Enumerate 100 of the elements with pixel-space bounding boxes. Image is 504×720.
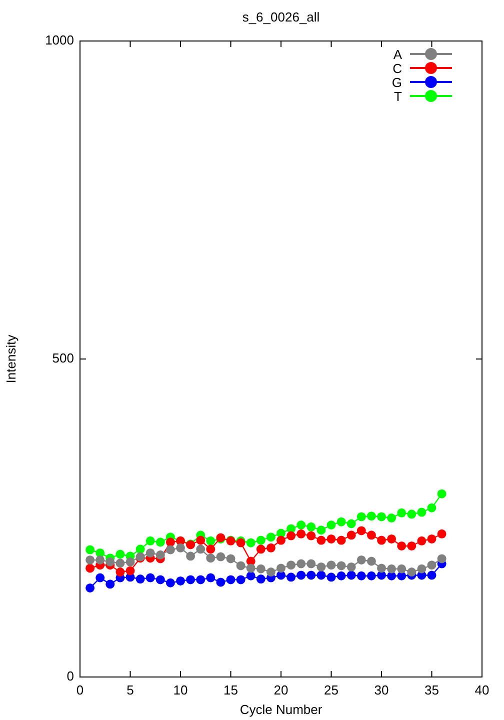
point (126, 557, 135, 566)
point (296, 559, 306, 568)
point (366, 512, 376, 521)
x-axis-title: Cycle Number (240, 702, 323, 717)
point (356, 555, 366, 564)
point (206, 554, 216, 563)
point (186, 575, 196, 584)
point (407, 510, 416, 519)
point (356, 526, 366, 536)
point (437, 554, 446, 564)
point (226, 554, 236, 564)
point (246, 538, 256, 548)
point (296, 520, 306, 530)
point (246, 571, 256, 580)
point (387, 564, 396, 574)
point (176, 576, 185, 586)
point (316, 526, 326, 535)
point (286, 572, 296, 582)
point (256, 544, 266, 554)
point (86, 545, 95, 554)
point (356, 512, 366, 522)
point (427, 534, 436, 544)
point (366, 556, 376, 566)
point (306, 531, 316, 540)
point (397, 508, 406, 518)
point (166, 578, 175, 588)
point (346, 519, 356, 528)
point (336, 517, 346, 526)
point (276, 564, 286, 573)
point (156, 538, 165, 547)
point (256, 564, 266, 574)
y-axis-title: Intensity (3, 334, 18, 384)
legend-label: A (393, 46, 402, 62)
point (296, 570, 306, 580)
point (377, 536, 386, 545)
point (326, 560, 336, 570)
point (256, 536, 266, 545)
point (387, 514, 396, 522)
point (286, 531, 296, 540)
point (136, 544, 145, 554)
point (116, 568, 125, 577)
legend-label: C (392, 60, 402, 76)
point (86, 564, 95, 573)
point (336, 561, 346, 570)
point (306, 570, 316, 580)
point (166, 538, 175, 547)
y-tick-label: 1000 (45, 32, 74, 48)
point (387, 534, 396, 544)
point (336, 536, 346, 545)
point (377, 564, 386, 573)
x-tick-label: 5 (126, 682, 134, 698)
point (256, 574, 266, 584)
point (286, 560, 296, 570)
point (126, 566, 135, 576)
point (216, 552, 226, 562)
point (106, 557, 115, 566)
point (116, 558, 125, 568)
point (216, 578, 226, 587)
point (366, 571, 376, 580)
legend-label: G (392, 74, 402, 90)
point (156, 550, 165, 560)
point (206, 536, 216, 546)
chart-title: s_6_0026_all (242, 10, 320, 25)
x-tick-label: 10 (173, 682, 188, 698)
x-tick-label: 15 (224, 682, 238, 698)
point (417, 564, 426, 574)
point (296, 529, 306, 538)
point (206, 544, 216, 554)
x-tick-label: 0 (76, 682, 84, 698)
point (427, 503, 436, 512)
point (266, 568, 276, 577)
point (206, 573, 216, 582)
point (336, 571, 346, 580)
point (326, 534, 336, 544)
point (346, 530, 356, 540)
point (427, 570, 436, 580)
point (176, 543, 185, 552)
point (316, 570, 326, 580)
x-tick-label: 40 (474, 682, 490, 698)
point (316, 562, 326, 572)
point (136, 574, 145, 584)
point (166, 545, 175, 554)
point (146, 548, 155, 558)
point (196, 536, 206, 545)
point (116, 550, 125, 559)
point (326, 520, 336, 530)
point (316, 536, 326, 545)
point (417, 536, 426, 546)
point (306, 522, 316, 532)
point (106, 580, 115, 589)
point (156, 575, 165, 584)
legend-label: T (394, 88, 402, 104)
point (246, 564, 256, 573)
point (196, 544, 206, 554)
y-tick-label: 0 (66, 668, 74, 684)
x-tick-label: 30 (374, 682, 389, 698)
point (407, 568, 416, 577)
point (326, 572, 336, 582)
point (236, 561, 246, 570)
point (196, 575, 206, 584)
